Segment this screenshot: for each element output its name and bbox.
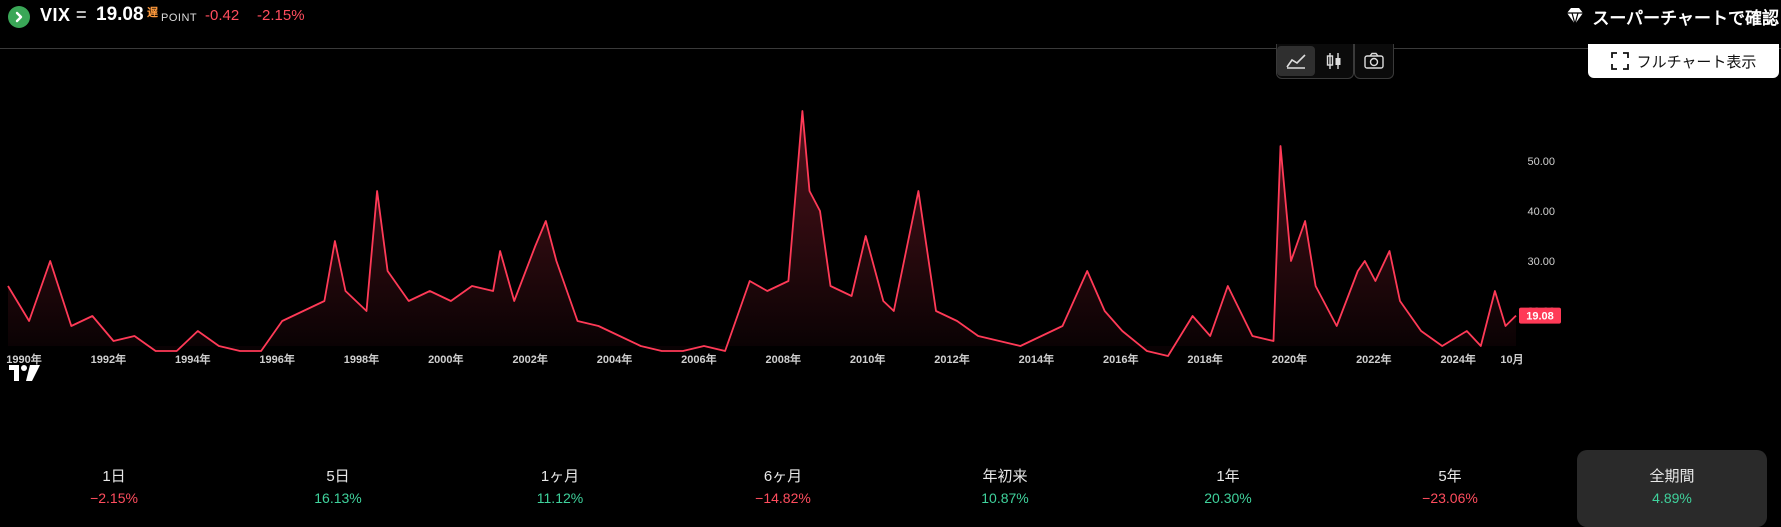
price-separator: = (76, 5, 87, 25)
expand-icon (1610, 52, 1629, 70)
delay-badge: 遅 (147, 7, 158, 19)
x-tick-label: 2012年 (934, 352, 969, 366)
snapshot-group (1354, 44, 1394, 79)
x-tick-label: 2010年 (850, 352, 885, 366)
period-label: 1年 (1216, 468, 1240, 485)
full-chart-button[interactable]: フルチャート表示 (1588, 44, 1779, 78)
x-tick-label: 2018年 (1187, 352, 1222, 366)
period-tab[interactable]: 1日 −2.15% (19, 450, 209, 527)
period-change: 16.13% (314, 490, 362, 506)
x-tick-label: 2008年 (766, 352, 801, 366)
y-tick-label: 50.00 (1527, 156, 1555, 168)
last-price-badge-text: 19.08 (1526, 311, 1554, 323)
x-tick-label: 2016年 (1103, 352, 1138, 366)
x-tick-label: 2022年 (1356, 352, 1391, 366)
diamond-icon (1567, 8, 1584, 25)
period-label: 5年 (1438, 468, 1462, 485)
period-label: 5日 (326, 468, 350, 485)
brand-logo-icon (8, 6, 30, 28)
chart-type-group (1276, 44, 1354, 79)
x-tick-label: 2014年 (1019, 352, 1054, 366)
period-label: 全期間 (1649, 468, 1695, 485)
x-tick-label: 2024年 (1440, 352, 1475, 366)
snapshot-button[interactable] (1355, 46, 1393, 76)
x-tick-label: 2006年 (681, 352, 716, 366)
period-change: −23.06% (1422, 490, 1478, 506)
last-price-label: 19.08 (1519, 307, 1561, 324)
price-change-percent: -2.15% (257, 7, 305, 24)
x-tick-label: 2004年 (597, 352, 632, 366)
period-tab[interactable]: 全期間 4.89% (1577, 450, 1767, 527)
tradingview-logo-icon[interactable] (8, 363, 42, 383)
period-label: 6ヶ月 (763, 468, 803, 485)
period-tab[interactable]: 1年 20.30% (1133, 450, 1323, 527)
period-change: 20.30% (1204, 490, 1252, 506)
period-tab[interactable]: 1ヶ月 11.12% (465, 450, 655, 527)
x-tick-label: 1990年 (6, 352, 41, 366)
period-change: 4.89% (1652, 490, 1692, 506)
period-tab[interactable]: 5年 −23.06% (1355, 450, 1545, 527)
period-change: 10.87% (981, 490, 1029, 506)
x-tick-label: 2002年 (512, 352, 547, 366)
area-chart-icon (1286, 54, 1306, 69)
super-chart-label: スーパーチャートで確認 (1592, 8, 1779, 28)
period-tab[interactable]: 6ヶ月 −14.82% (688, 450, 878, 527)
quote-header: VIX = 19.08 遅 POINT -0.42 -2.15% スーパーチャー… (0, 0, 1781, 49)
price-line (7, 110, 1517, 357)
last-price: 19.08 (96, 4, 144, 25)
period-performance-bar: 1日 −2.15% 5日 16.13% 1ヶ月 11.12% 6ヶ月 −14.82% 年初来 10… (0, 450, 1781, 527)
y-tick-label: 30.00 (1527, 256, 1555, 268)
candlestick-chart-button[interactable] (1315, 46, 1353, 76)
x-tick-label: 1996年 (259, 352, 294, 366)
last-price-badge (1519, 307, 1561, 324)
x-tick-label: 1994年 (175, 352, 210, 366)
y-tick-label: 40.00 (1527, 206, 1555, 218)
x-tick-label: 2000年 (428, 352, 463, 366)
x-tick-label: 1998年 (344, 352, 379, 366)
price-change: -0.42 (205, 7, 240, 24)
period-label: 1ヶ月 (540, 468, 580, 485)
period-change: −14.82% (755, 490, 811, 506)
x-tick-label: 2020年 (1272, 352, 1307, 366)
price-area (8, 111, 1516, 356)
full-chart-label: フルチャート表示 (1636, 53, 1757, 71)
x-tick-label: 1992年 (91, 352, 126, 366)
price-unit: POINT (161, 12, 198, 24)
x-tick-label: 10月 (1500, 353, 1523, 366)
x-axis: 1990年 1992年 1994年 1996年 1998年 2000年 2002年 2004年… (6, 352, 1523, 366)
period-tab[interactable]: 5日 16.13% (243, 450, 433, 527)
symbol-name: VIX (40, 5, 71, 25)
area-chart-button[interactable] (1277, 46, 1315, 76)
camera-icon (1364, 52, 1384, 69)
period-change: 11.12% (536, 490, 584, 506)
period-change: −2.15% (90, 490, 138, 506)
period-label: 1日 (102, 468, 126, 485)
period-label: 年初来 (982, 468, 1028, 485)
period-tab[interactable]: 年初来 10.87% (910, 450, 1100, 527)
candlestick-icon (1326, 53, 1341, 69)
super-chart-link[interactable]: スーパーチャートで確認 (1564, 3, 1779, 29)
